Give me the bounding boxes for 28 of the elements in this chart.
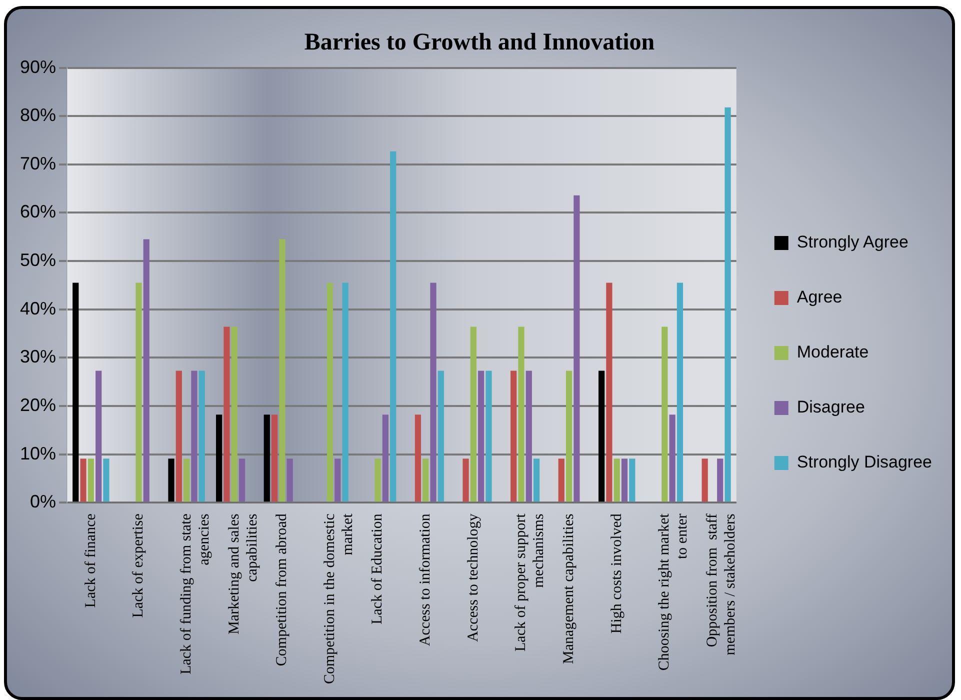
chart-title: Barries to Growth and Innovation: [304, 30, 655, 56]
legend-label: Strongly Agree: [796, 232, 908, 252]
x-tick-label: Access to technology: [465, 513, 482, 642]
legend-label: Strongly Disagree: [796, 452, 932, 472]
x-tick-label: Access to information: [418, 513, 434, 646]
legend-label: Disagree: [796, 398, 865, 417]
x-tick-label: Competition in the domestic market: [322, 512, 356, 684]
y-tick-label: 90%: [20, 56, 56, 77]
y-tick-label: 30%: [20, 346, 56, 367]
y-tick-label: 80%: [20, 105, 56, 126]
y-tick-label: 70%: [20, 153, 56, 174]
x-tick-label: Lack of Education: [370, 513, 386, 624]
x-tick-label: Choosing the right market to enter: [656, 512, 691, 671]
y-tick-label: 50%: [20, 250, 56, 270]
x-tick-label: Lack of funding from state agencies: [178, 513, 212, 674]
legend-label: Agree: [796, 288, 842, 307]
y-tick-label: 20%: [20, 394, 56, 415]
x-tick-label: High costs involved: [608, 513, 625, 634]
y-tick-label: 60%: [20, 202, 56, 222]
x-tick-label: Lack of finance: [82, 513, 99, 608]
y-tick-label: 0%: [30, 492, 56, 512]
x-tick-label: Lack of proper support mechanisms: [513, 512, 548, 652]
legend-label: Moderate: [796, 342, 869, 362]
x-tick-label: Management capabilities: [560, 513, 577, 664]
x-tick-label: Lack of expertise: [130, 513, 147, 618]
y-tick-label: 40%: [20, 298, 56, 318]
x-tick-label: Competition from abroad: [274, 513, 290, 666]
y-tick-label: 10%: [20, 443, 56, 464]
